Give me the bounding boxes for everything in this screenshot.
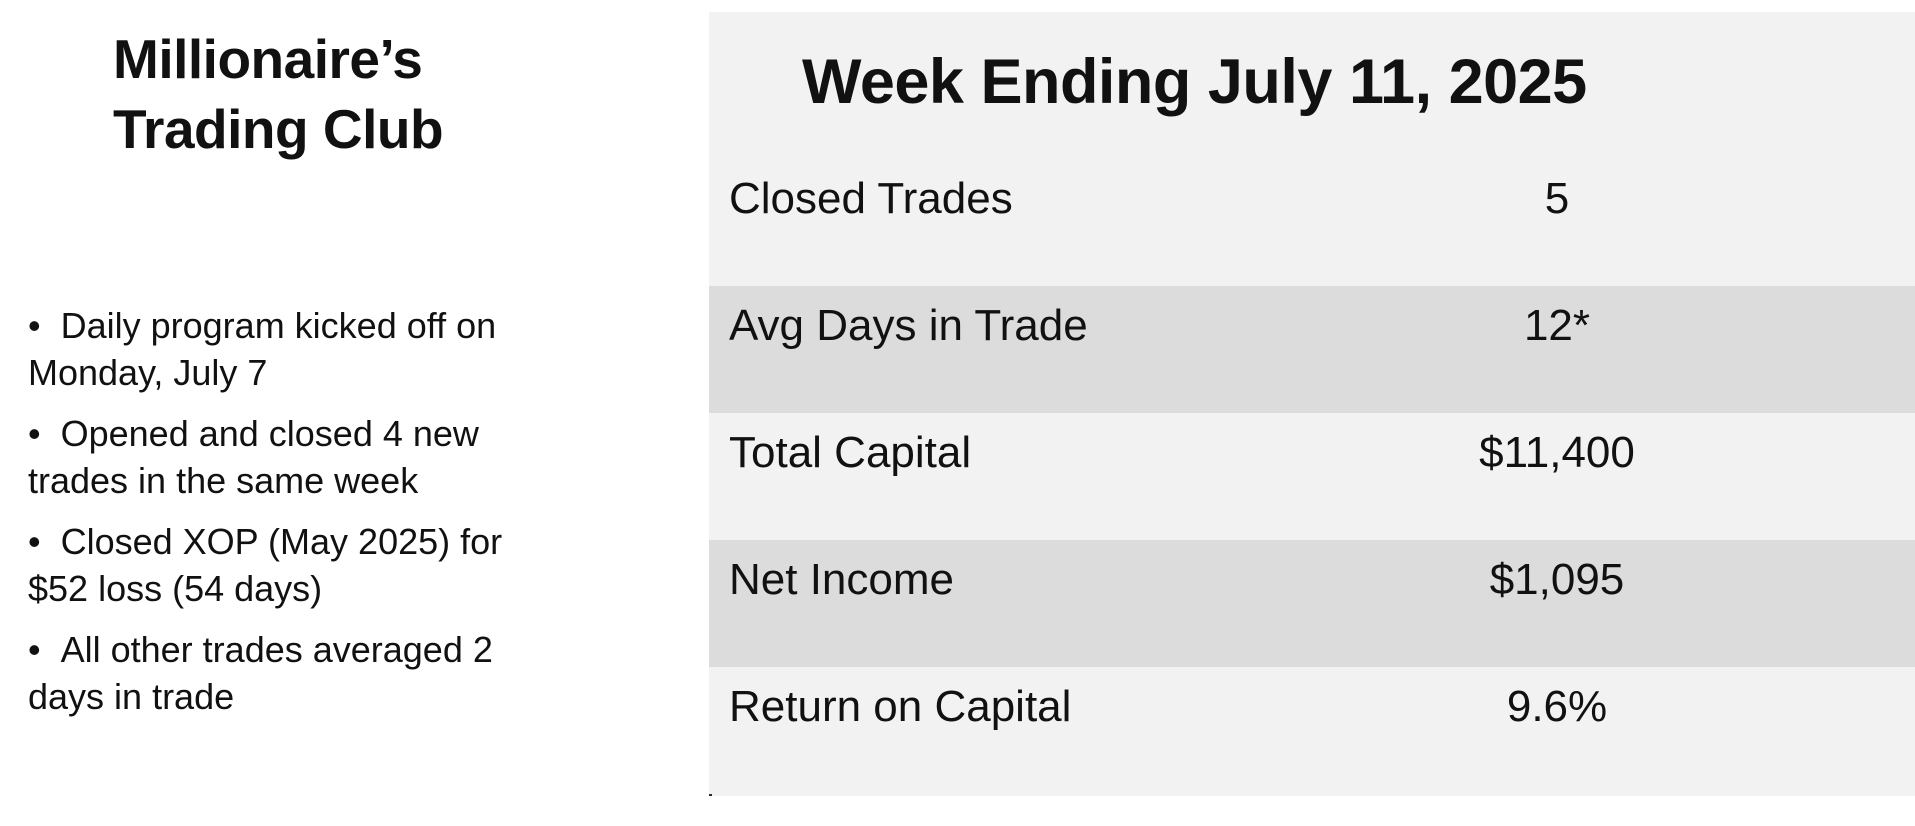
stat-row-total-capital: Total Capital $11,400 <box>709 413 1915 540</box>
bullet-dot-icon: • <box>28 413 41 454</box>
stat-value: $11,400 <box>1479 428 1635 477</box>
bullet-item: • All other trades averaged 2 days in tra… <box>28 626 628 720</box>
stat-label: Net Income <box>729 555 954 604</box>
stat-row-net-income: Net Income $1,095 <box>709 540 1915 667</box>
bullet-text: Opened and closed 4 new <box>60 413 479 454</box>
club-title: Millionaire’s Trading Club <box>113 24 444 164</box>
bullet-text: Daily program kicked off on <box>60 305 497 346</box>
bullet-line-2: trades in the same week <box>28 460 419 501</box>
stats-table: Closed Trades 5 Avg Days in Trade 12* To… <box>709 159 1915 794</box>
bullet-line-2: days in trade <box>28 676 235 717</box>
stat-value: $1,095 <box>1489 555 1625 604</box>
bullet-line-2: Monday, July 7 <box>28 352 268 393</box>
stat-label: Return on Capital <box>729 682 1072 731</box>
summary-bullet-list: • Daily program kicked off on Monday, Jul… <box>28 302 628 734</box>
stat-label: Total Capital <box>729 428 972 477</box>
weekly-summary-panel: Week Ending July 11, 2025 Closed Trades … <box>709 12 1915 796</box>
week-ending-title: Week Ending July 11, 2025 <box>802 47 1587 117</box>
bullet-line-1: • All other trades averaged 2 <box>28 629 493 670</box>
bullet-line-1: • Daily program kicked off on <box>28 305 496 346</box>
bullet-line-1: • Closed XOP (May 2025) for <box>28 521 502 562</box>
bullet-item: • Opened and closed 4 new trades in the s… <box>28 410 628 504</box>
bullet-dot-icon: • <box>28 305 41 346</box>
stat-value: 12* <box>1523 301 1591 350</box>
club-title-line-1: Millionaire’s <box>113 28 423 90</box>
stat-value: 9.6% <box>1506 682 1608 731</box>
stat-row-closed-trades: Closed Trades 5 <box>709 159 1915 286</box>
stat-row-return-on-capital: Return on Capital 9.6% <box>709 667 1915 794</box>
stat-row-avg-days-in-trade: Avg Days in Trade 12* <box>709 286 1915 413</box>
bullet-item: • Daily program kicked off on Monday, Jul… <box>28 302 628 396</box>
bullet-item: • Closed XOP (May 2025) for $52 loss (54 … <box>28 518 628 612</box>
stat-label: Avg Days in Trade <box>729 301 1088 350</box>
stat-label: Closed Trades <box>729 174 1013 223</box>
club-title-line-2: Trading Club <box>113 98 444 160</box>
bullet-text: All other trades averaged 2 <box>60 629 493 670</box>
bullet-line-2: $52 loss (54 days) <box>28 568 323 609</box>
bullet-line-1: • Opened and closed 4 new <box>28 413 479 454</box>
bullet-dot-icon: • <box>28 521 41 562</box>
stat-value: 5 <box>1544 174 1570 223</box>
bullet-dot-icon: • <box>28 629 41 670</box>
bullet-text: Closed XOP (May 2025) for <box>60 521 503 562</box>
